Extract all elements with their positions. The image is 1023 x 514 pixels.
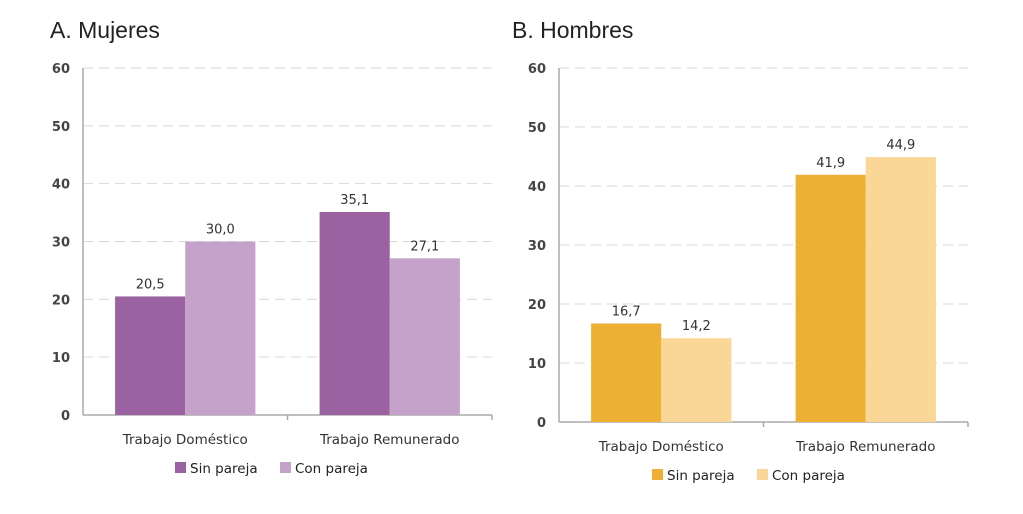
bar-sin-pareja: [319, 212, 390, 415]
y-tick-label: 50: [52, 120, 70, 135]
data-label: 14,2: [682, 319, 711, 334]
legend-item: Sin pareja: [652, 468, 735, 484]
legend-label: Sin pareja: [667, 468, 735, 484]
y-tick-label: 40: [528, 180, 546, 195]
data-label: 16,7: [612, 304, 641, 319]
chart-title: A. Mujeres: [50, 17, 160, 43]
legend-swatch: [175, 462, 186, 473]
legend-swatch: [280, 462, 291, 473]
category-label: Trabajo Doméstico: [122, 432, 248, 448]
y-tick-label: 0: [537, 416, 546, 431]
legend-label: Sin pareja: [190, 461, 258, 477]
category-label: Trabajo Doméstico: [598, 439, 724, 455]
y-tick-label: 0: [61, 409, 70, 424]
legend-swatch: [757, 469, 768, 480]
category-label: Trabajo Remunerado: [795, 439, 936, 455]
bar-con-pareja: [661, 338, 732, 422]
y-tick-label: 20: [52, 293, 70, 308]
bar-sin-pareja: [115, 296, 186, 415]
legend-item: Con pareja: [757, 468, 845, 484]
y-tick-label: 10: [528, 357, 546, 372]
bar-con-pareja: [865, 157, 936, 422]
y-tick-label: 30: [52, 236, 70, 251]
legend-item: Sin pareja: [175, 461, 258, 477]
y-tick-label: 30: [528, 239, 546, 254]
chart-title: B. Hombres: [512, 17, 633, 43]
legend-item: Con pareja: [280, 461, 368, 477]
y-tick-label: 20: [528, 298, 546, 313]
category-label: Trabajo Remunerado: [319, 432, 460, 448]
data-label: 41,9: [816, 156, 845, 171]
data-label: 35,1: [340, 193, 369, 208]
bar-con-pareja: [389, 258, 460, 415]
y-tick-label: 10: [52, 351, 70, 366]
bar-sin-pareja: [591, 323, 662, 422]
legend-label: Con pareja: [772, 468, 845, 484]
y-tick-label: 60: [52, 62, 70, 77]
legend-label: Con pareja: [295, 461, 368, 477]
bar-sin-pareja: [795, 174, 866, 422]
data-label: 30,0: [206, 223, 235, 238]
y-tick-label: 50: [528, 121, 546, 136]
data-label: 44,9: [886, 138, 915, 153]
data-label: 20,5: [136, 277, 165, 292]
chart-hombres: B. Hombres 0 10 20 30 40 50 60 16,7 14,2 Trabajo D…: [512, 17, 969, 484]
data-label: 27,1: [410, 239, 439, 254]
y-tick-label: 60: [528, 62, 546, 77]
chart-mujeres: A. Mujeres 0 10 20 30 40 50 60 20,5 30,0 Trabajo D…: [50, 17, 493, 477]
y-tick-label: 40: [52, 178, 70, 193]
bar-con-pareja: [185, 241, 256, 415]
legend-swatch: [652, 469, 663, 480]
